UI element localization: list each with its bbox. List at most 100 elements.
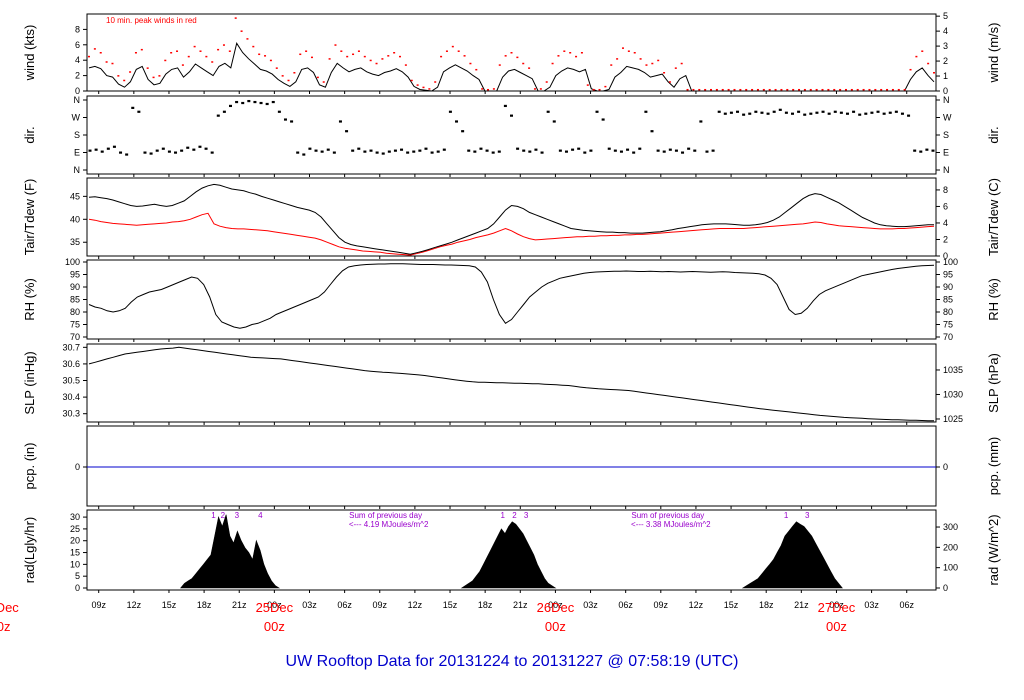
dir-point	[558, 149, 562, 152]
wind-peak-point	[387, 55, 390, 57]
dir-point	[577, 147, 581, 150]
rh-ylabel-right: RH (%)	[986, 278, 1001, 321]
dir-point	[644, 110, 648, 113]
wind-peak-point	[111, 62, 114, 65]
wind-peak-point	[269, 59, 272, 62]
wind-peak-point	[774, 88, 777, 91]
dir-point	[412, 150, 416, 153]
dir-point	[192, 148, 196, 151]
day-date-label-1: 26Dec	[537, 600, 575, 615]
dir-point	[619, 150, 623, 153]
dir-point	[595, 110, 599, 113]
dir-point	[351, 149, 355, 152]
wind-peak-point	[140, 48, 143, 51]
wind-peak-point	[475, 68, 478, 71]
wind-right-3-label: 3	[943, 41, 948, 51]
wind-peak-point	[557, 55, 560, 57]
dir-point	[229, 104, 232, 108]
wind-peak-point	[616, 58, 619, 60]
dir-point	[711, 149, 715, 152]
temp-ylabel-right: Tair/Tdew (C)	[986, 178, 1001, 256]
dir-point	[778, 108, 782, 111]
dir-point	[430, 151, 434, 154]
wind-peak-point	[598, 88, 601, 91]
wind-peak-point	[915, 55, 918, 58]
rad-left-10-label: 10	[70, 559, 80, 569]
dir-point	[546, 110, 550, 113]
slp-right-1035-label: 1035	[943, 365, 963, 375]
wind-peak-point	[680, 62, 683, 65]
dir-point	[925, 148, 929, 151]
x-tick-label-23: 06z	[899, 600, 914, 610]
pcp-ylabel-left: pcp. (in)	[22, 443, 37, 490]
wind-peak-point	[498, 64, 501, 66]
wind-peak-point	[199, 50, 202, 52]
dir-point	[803, 113, 807, 116]
wind-peak-point	[105, 61, 108, 63]
wind-peak-point	[839, 88, 842, 91]
panel-wind: wind (kts) wind (m/s) 0 2 4 6 8 0 1 2 3 4 5 10 min. p…	[22, 11, 1001, 96]
dir-right-90-label: E	[943, 148, 949, 158]
dir-point	[845, 112, 849, 115]
wind-peak-point	[698, 88, 701, 91]
wind-mean-line	[88, 42, 935, 92]
wind-peak-point	[469, 62, 472, 65]
dir-point	[461, 130, 465, 133]
dir-point	[326, 148, 330, 151]
dir-point	[699, 120, 703, 123]
wind-right-5-label: 5	[943, 11, 948, 21]
dir-point	[88, 149, 92, 152]
wind-peak-point	[862, 88, 865, 91]
wind-peak-point	[146, 67, 149, 69]
wind-peak-point	[222, 44, 225, 46]
wind-left-6-label: 6	[75, 40, 80, 50]
wind-annotation: 10 min. peak winds in red	[106, 16, 197, 25]
dir-left-180-label: S	[74, 130, 80, 140]
wind-peak-point	[528, 67, 531, 69]
dir-point	[748, 112, 752, 115]
wind-peak-point	[170, 52, 173, 54]
wind-peak-point	[181, 64, 184, 66]
wind-peak-point	[158, 75, 161, 77]
dir-point	[797, 110, 801, 113]
rad-annotation-0-line2: <--- 4.19 MJoules/m^2	[349, 520, 429, 529]
wind-peak-point	[897, 88, 900, 91]
wind-peak-point	[310, 56, 313, 59]
rad-hour-marker-1-0: 1	[500, 511, 505, 520]
wind-peak-point	[803, 88, 806, 91]
dir-point	[589, 149, 593, 152]
wind-peak-point	[281, 75, 284, 77]
dir-point	[259, 101, 263, 105]
wind-peak-point	[487, 88, 490, 91]
wind-peak-point	[569, 52, 572, 54]
dir-point	[314, 149, 318, 152]
wind-peak-point	[369, 59, 372, 62]
dir-point	[332, 151, 336, 154]
rh-left-100-label: 100	[65, 257, 80, 267]
dir-point	[100, 150, 104, 153]
slp-right-1025-label: 1025	[943, 414, 963, 424]
dir-point	[503, 104, 507, 108]
slp-left-30.4-label: 30.4	[62, 392, 80, 402]
wind-peak-point	[798, 88, 801, 91]
dir-point	[375, 151, 379, 154]
wind-right-2-label: 2	[943, 56, 948, 66]
panel-temp: Tair/Tdew (F) Tair/Tdew (C) 35 40 45 0 2 4 6 8	[22, 177, 1001, 261]
wind-peak-point	[240, 30, 243, 32]
wind-peak-point	[381, 58, 384, 60]
dir-point	[626, 148, 630, 151]
dir-point	[656, 149, 660, 152]
wind-peak-point	[287, 79, 290, 82]
dir-point	[913, 149, 917, 152]
dir-left-360-label: N	[74, 95, 81, 105]
dir-point	[705, 150, 709, 153]
dir-point	[717, 110, 721, 113]
wind-ylabel-left: wind (kts)	[22, 25, 37, 82]
dir-point	[283, 118, 287, 121]
x-tick-label-8: 09z	[373, 600, 388, 610]
dir-point	[338, 120, 342, 123]
dir-point	[510, 114, 513, 117]
dir-point	[876, 110, 880, 113]
wind-peak-point	[492, 88, 495, 90]
wind-peak-point	[809, 88, 812, 91]
